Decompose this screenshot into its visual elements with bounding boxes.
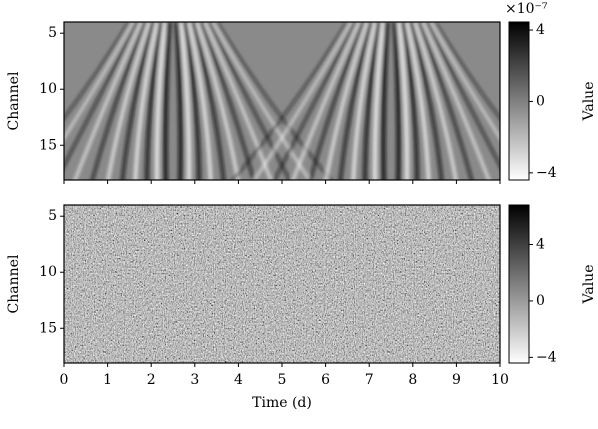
x-tick-label: 8 [408,372,417,388]
heatmap-stripe [203,22,273,180]
heatmap-stripe [392,22,401,180]
heatmap-stripe [211,22,312,180]
colorbar-tick-label: 4 [536,237,545,253]
heatmap-stripe [381,22,390,180]
heatmap-stripe [400,22,420,180]
heatmap-stripe [362,22,382,180]
y-tick-label: 10 [39,264,57,280]
colorbar [508,204,530,364]
heatmap-stripe [404,22,431,180]
colorbar-tick-label: 0 [536,293,545,309]
heatmap-stripe [231,22,349,180]
heatmap-stripe [215,22,333,180]
x-tick-label: 10 [491,372,509,388]
colorbar-offset-text: ×10⁻⁷ [505,1,548,17]
y-axis-label: Channel [6,71,22,130]
x-tick-label: 2 [147,372,156,388]
heatmap-stripe [64,22,131,121]
heatmap-stripe [90,22,147,180]
x-tick-label: 4 [234,372,243,388]
y-tick-label: 15 [39,320,57,336]
heatmap-stripe [308,22,365,180]
y-tick-label: 5 [48,25,57,41]
heatmap-stripe [421,22,491,180]
heatmap-stripe [133,22,160,180]
heatmap-stripe [272,22,357,180]
colorbar-label: Value [581,265,597,305]
heatmap-stripe [351,22,378,180]
heatmap-stripe [106,22,151,180]
colorbar [508,21,530,181]
heatmap-stripe [413,22,458,180]
heatmap-stripe [195,22,240,180]
heatmap-stripe [182,22,202,180]
heatmap-stripe [252,22,353,180]
heatmap-stripe [409,22,444,180]
heatmap-noise [64,205,500,363]
heatmap-stripe [163,22,172,180]
heatmap-stripe [324,22,369,180]
heatmap-stripe [64,22,139,170]
heatmap-stripe [64,22,135,141]
y-axis-label: Channel [6,254,22,313]
y-tick-label: 15 [39,137,57,153]
heatmap-stripe [291,22,361,180]
colorbar-label: Value [581,82,597,122]
heatmap-stripe [154,22,168,180]
heatmap-stripe [425,22,500,170]
heatmap-stripe [174,22,183,180]
x-tick-label: 0 [60,372,69,388]
heatmap-stripe [178,22,192,180]
x-tick-label: 5 [278,372,287,388]
x-tick-label: 1 [103,372,112,388]
heatmap-stripe [207,22,292,180]
heatmap-stripe [144,22,164,180]
colorbar-tick-label: −4 [536,165,557,181]
x-tick-label: 3 [190,372,199,388]
y-tick-label: 5 [48,208,57,224]
colorbar-tick-label: 0 [536,93,545,109]
x-tick-label: 6 [321,372,330,388]
heatmap-stripe [338,22,373,180]
colorbar-tick-label: 4 [536,22,545,38]
heatmap-stripe [429,22,500,141]
y-tick-label: 10 [39,81,57,97]
heatmap-stripe [396,22,410,180]
x-tick-label: 9 [452,372,461,388]
heatmap-stripe [372,22,386,180]
heatmap-stripe [191,22,226,180]
heatmap-stripe [417,22,474,180]
heatmap-pattern [64,22,500,180]
x-tick-label: 7 [365,372,374,388]
heatmap-stripe [433,22,500,121]
colorbar-tick-label: −4 [536,349,557,365]
x-axis-label: Time (d) [252,395,312,411]
heatmap-stripe [73,22,143,180]
heatmap-stripe [120,22,155,180]
heatmap-stripe [186,22,213,180]
